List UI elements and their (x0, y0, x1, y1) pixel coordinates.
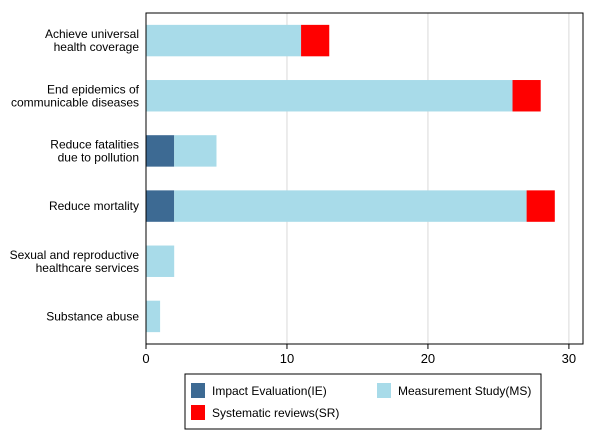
category-label: Sexual and reproductive healthcare servic… (10, 248, 140, 275)
bar-cat1-series1 (146, 80, 513, 112)
gridlines (286, 13, 570, 344)
bars (146, 24, 555, 333)
legend-label: Measurement Study(MS) (398, 384, 531, 398)
x-tick-label: 30 (562, 351, 576, 366)
category-label: End epidemics of communicable diseases (11, 82, 140, 109)
bar-cat1-series2 (512, 80, 541, 112)
plot-frame (145, 12, 584, 345)
bar-cat2-series0 (146, 135, 175, 167)
legend: Impact Evaluation(IE) Measurement Study(M… (184, 373, 542, 430)
category-label: Reduce mortality (49, 199, 139, 213)
x-tick-label: 10 (280, 351, 294, 366)
legend-swatch (377, 383, 391, 398)
legend-swatch (191, 383, 205, 398)
category-label: Achieve universal health coverage (45, 27, 139, 54)
bar-cat2-series1 (174, 135, 217, 167)
bar-cat5-series1 (146, 300, 161, 333)
x-axis: 0 10 20 30 (142, 344, 576, 366)
category-label: Reduce fatalities due to pollution (50, 137, 139, 164)
legend-box (184, 373, 542, 430)
legend-label: Impact Evaluation(IE) (212, 384, 327, 398)
legend-swatch (191, 405, 205, 420)
x-tick-label: 20 (421, 351, 435, 366)
category-labels: Achieve universal health coverage End epid… (10, 27, 140, 323)
bar-cat0-series2 (301, 24, 330, 57)
legend-label: Systematic reviews(SR) (212, 406, 339, 420)
bar-cat0-series1 (146, 24, 302, 57)
x-tick-label: 0 (142, 351, 149, 366)
bar-cat3-series2 (526, 190, 555, 222)
category-label: Substance abuse (46, 309, 139, 323)
bar-cat3-series0 (146, 190, 175, 222)
bar-cat3-series1 (174, 190, 527, 222)
bar-cat4-series1 (146, 245, 175, 277)
